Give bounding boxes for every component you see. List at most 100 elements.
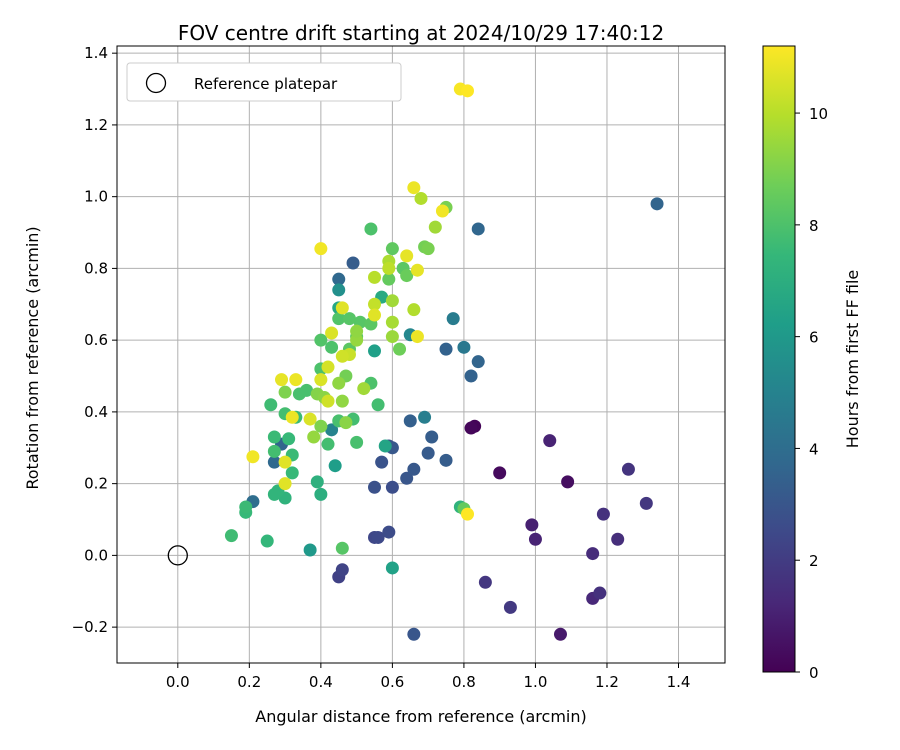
data-point [335,301,349,315]
data-point [314,487,328,501]
x-axis-ticks: 0.0 0.2 0.4 0.6 0.8 1.0 1.2 1.4 [166,663,691,691]
y-tick-label: 1.0 [84,188,108,206]
colorbar-tick-label: 8 [809,217,819,235]
data-point [561,475,575,489]
data-point [382,525,396,539]
data-point [371,530,385,544]
data-point [418,410,432,424]
data-point [382,261,396,275]
colorbar-tick-label: 4 [809,440,819,458]
data-point [385,480,399,494]
data-point [332,312,346,326]
data-point [385,315,399,329]
colorbar-label: Hours from first FF file [843,270,862,449]
data-point [285,466,299,480]
x-tick-label: 1.4 [667,673,691,691]
y-tick-label: 1.4 [84,44,108,62]
data-point [403,414,417,428]
data-point [393,342,407,356]
data-point [378,439,392,453]
data-point [335,394,349,408]
data-point [260,534,274,548]
data-point [611,532,625,546]
data-point [357,382,371,396]
plot-frame [116,45,726,664]
data-point [224,529,238,543]
data-point [650,197,664,211]
data-point [596,507,610,521]
colorbar: 0 2 4 6 8 10 Hours from first FF file [762,45,862,682]
y-tick-label: 0.0 [84,546,108,564]
data-point [464,369,478,383]
data-point [332,376,346,390]
data-point [446,312,460,326]
data-point [310,475,324,489]
x-tick-label: 1.0 [524,673,548,691]
data-point [400,269,414,283]
data-point [368,297,382,311]
data-point [400,471,414,485]
y-tick-label: 0.4 [84,403,108,421]
data-point [339,416,353,430]
data-point [321,394,335,408]
data-points [224,82,664,641]
data-point [282,432,296,446]
data-point [464,421,478,435]
data-point [342,312,356,326]
data-point [471,355,485,369]
data-point [525,518,539,532]
data-point [368,480,382,494]
colorbar-ticks: 0 2 4 6 8 10 [795,105,828,682]
data-point [368,270,382,284]
data-point [335,541,349,555]
y-axis-label: Rotation from reference (arcmin) [23,226,42,489]
data-point [267,455,281,469]
data-point [335,563,349,577]
data-point [421,242,435,256]
colorbar-tick-label: 0 [809,664,819,682]
data-point [621,462,635,476]
data-point [332,272,346,286]
data-point [264,398,278,412]
colorbar-gradient [762,45,796,673]
data-point [335,349,349,363]
legend-box [126,62,402,102]
legend-label: Reference platepar [194,75,338,93]
data-point [350,333,364,347]
data-point [407,181,421,195]
data-point [314,242,328,256]
data-point [414,191,428,205]
data-point [407,627,421,641]
y-tick-label: −0.2 [72,618,108,636]
data-point [439,342,453,356]
data-point [321,437,335,451]
data-point [375,455,389,469]
y-axis-ticks: −0.2 0.0 0.2 0.4 0.6 0.8 1.0 1.2 1.4 [72,44,117,636]
x-tick-label: 0.4 [309,673,333,691]
data-point [364,222,378,236]
data-point [543,434,557,448]
data-point [639,496,653,510]
data-point [289,373,303,387]
data-point [350,324,364,338]
data-point [460,507,474,521]
data-point [593,586,607,600]
data-point [314,333,328,347]
data-point [278,385,292,399]
data-point [307,430,321,444]
data-point [471,222,485,236]
data-point [328,459,342,473]
y-tick-label: 1.2 [84,116,108,134]
chart-title: FOV centre drift starting at 2024/10/29 … [178,21,664,45]
reference-point [167,545,188,566]
data-point [457,340,471,354]
data-point [385,561,399,575]
colorbar-tick-label: 6 [809,329,819,347]
colorbar-tick-label: 2 [809,552,819,570]
data-point [332,283,346,297]
data-point [460,84,474,98]
data-point [528,532,542,546]
data-point [278,477,292,491]
x-tick-label: 1.2 [595,673,619,691]
data-point [421,446,435,460]
